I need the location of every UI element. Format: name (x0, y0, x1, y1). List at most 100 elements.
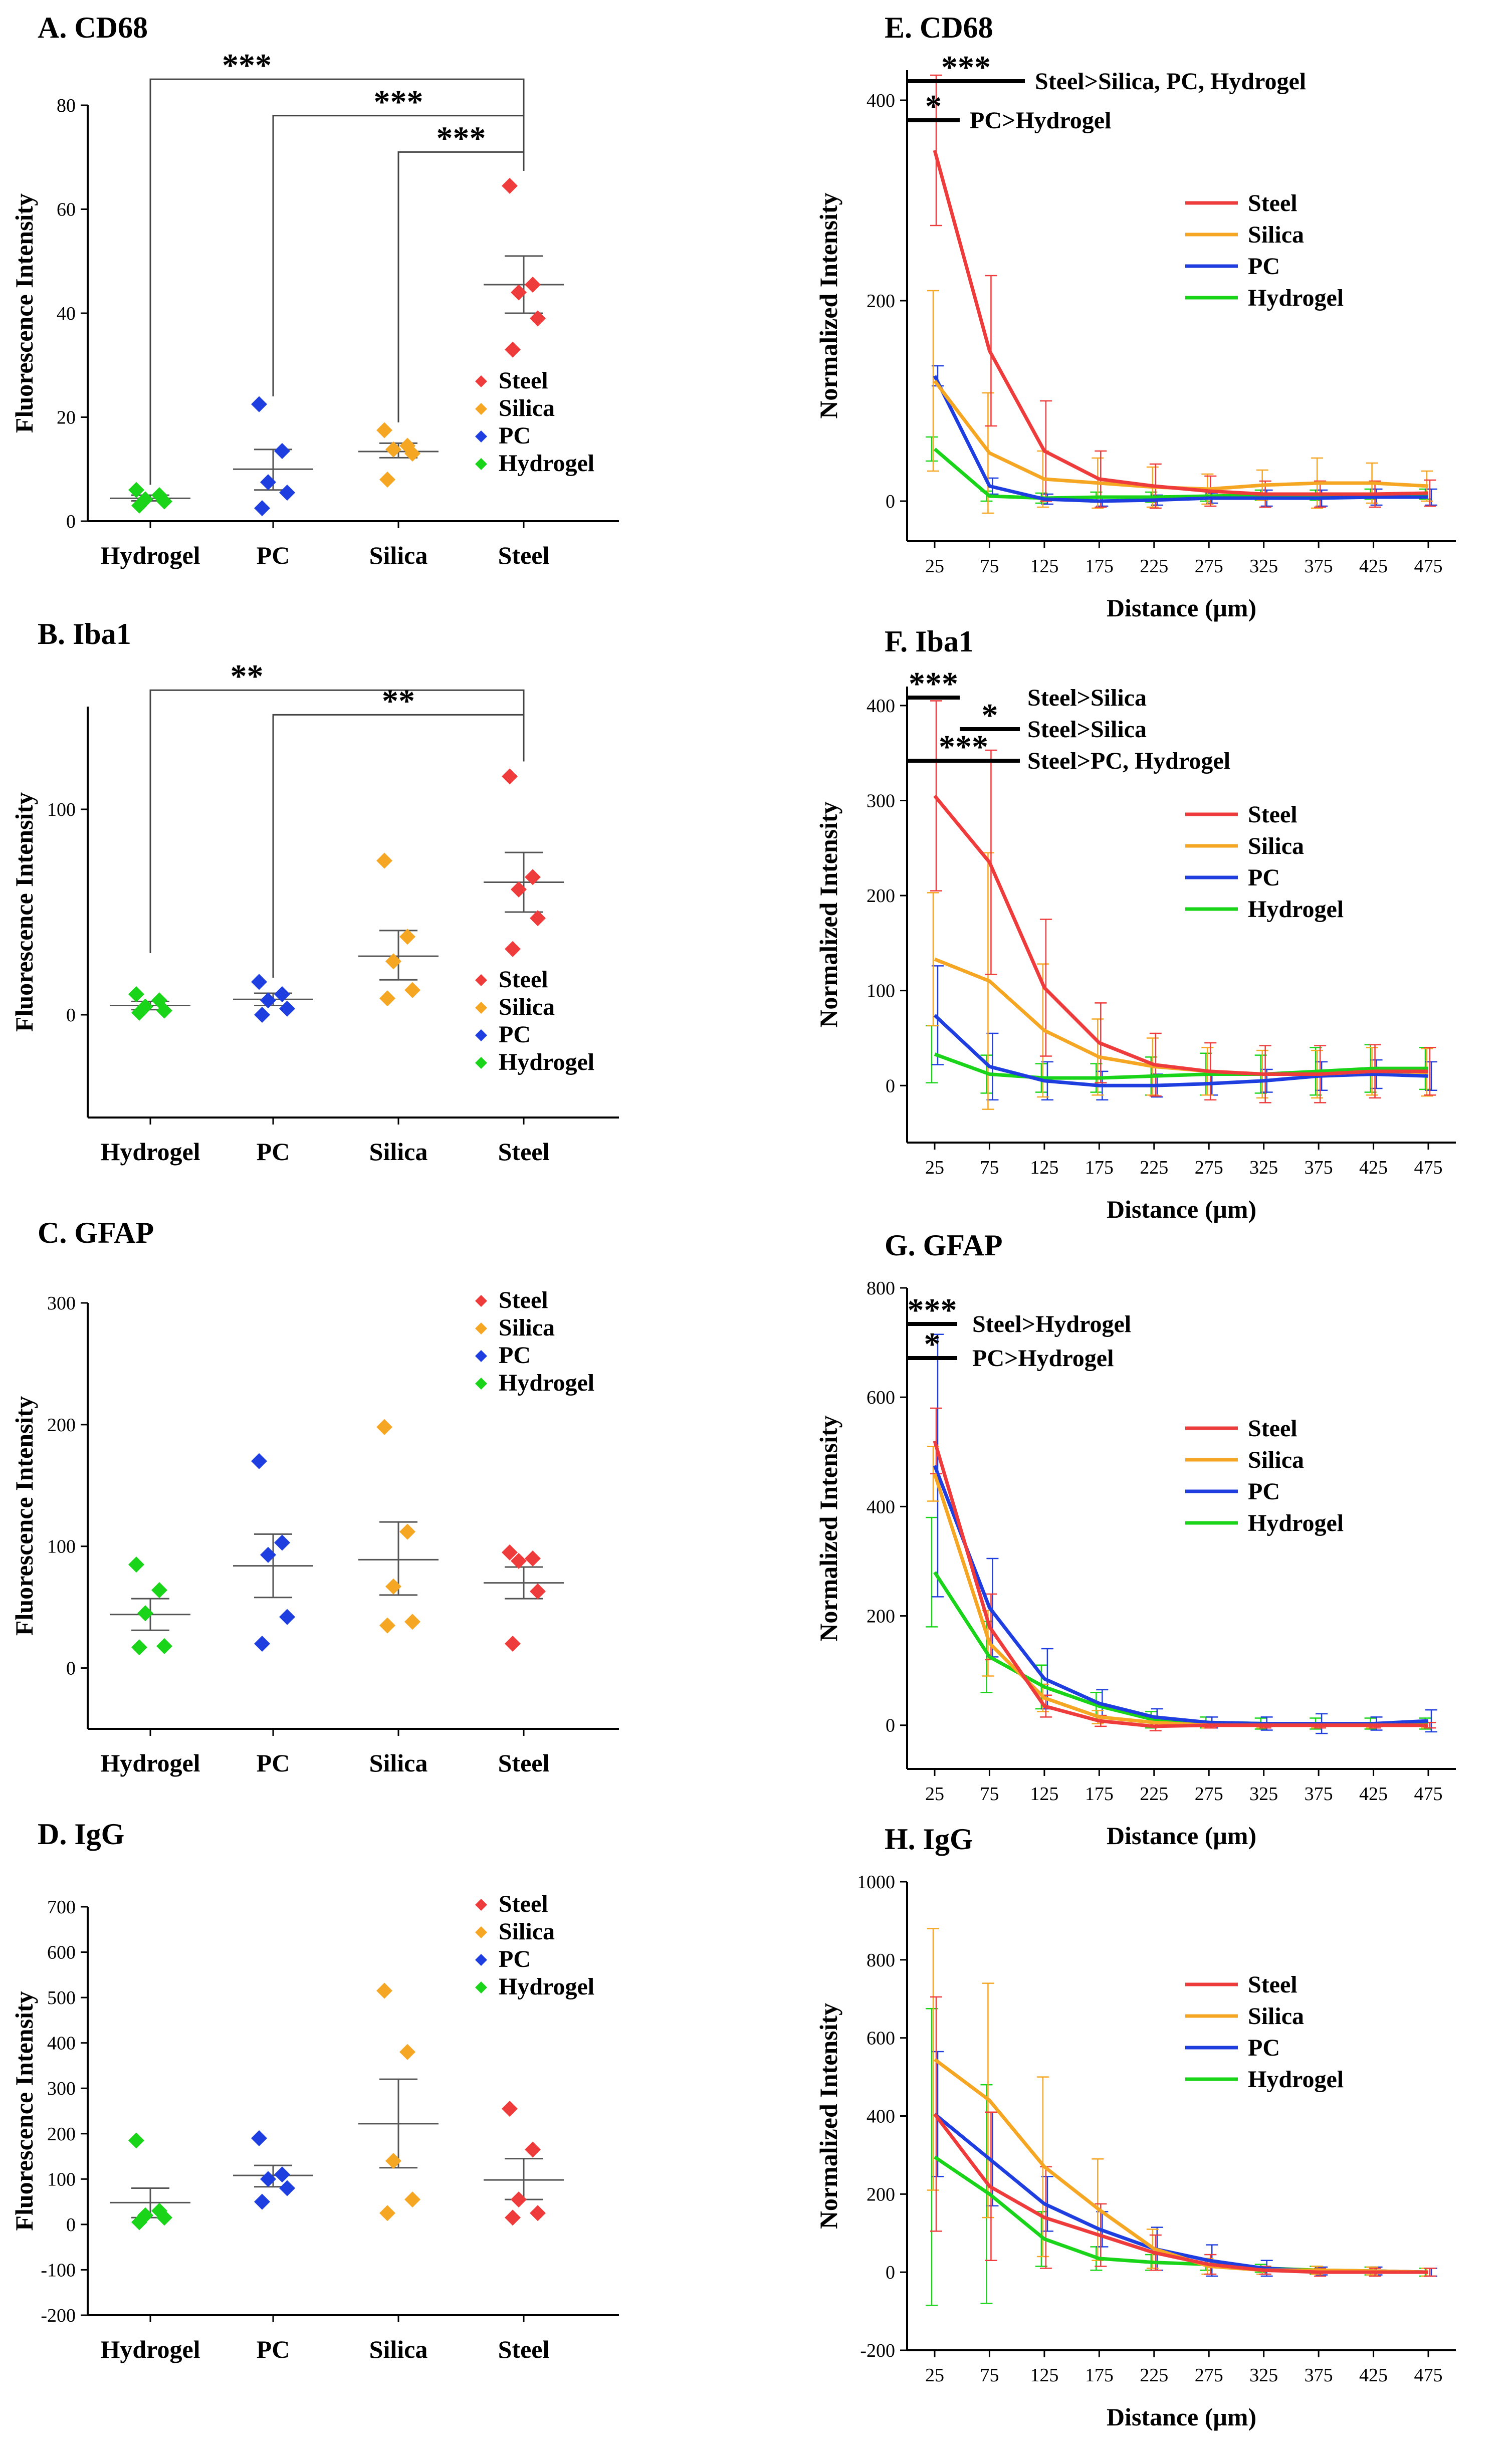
category-label: PC (257, 1138, 290, 1166)
data-point (530, 910, 546, 927)
legend-label: PC (499, 422, 531, 449)
x-tick-label: 475 (1414, 2365, 1443, 2386)
y-tick-label: 80 (57, 95, 76, 116)
legend-label: Steel (1248, 1415, 1298, 1442)
data-point (274, 442, 290, 459)
significance-text: Steel>Silica (1027, 716, 1147, 743)
y-tick-label: 200 (47, 1415, 76, 1436)
significance-stars: *** (374, 84, 423, 120)
series-line-pc (933, 2112, 1429, 2274)
series-line-steel (933, 2113, 1428, 2274)
significance-stars: *** (908, 1292, 957, 1328)
x-axis-label: Distance (μm) (1107, 2403, 1256, 2431)
x-tick-label: 125 (1030, 1784, 1058, 1805)
legend-label: Steel (1248, 190, 1298, 216)
x-tick-label: 175 (1085, 1157, 1114, 1178)
series-line-silica (933, 2058, 1429, 2274)
y-tick-label: 200 (867, 291, 895, 312)
y-tick-label: 200 (867, 2184, 895, 2205)
data-point (530, 2205, 546, 2221)
x-axis-label: Distance (μm) (1107, 1822, 1256, 1850)
series-line-silica (933, 1473, 1428, 1727)
y-axis-label: Normalized Intensity (814, 2003, 842, 2229)
data-point (385, 2153, 401, 2169)
data-point (279, 1000, 295, 1017)
x-tick-label: 175 (1085, 2365, 1114, 2386)
significance-text: Steel>Hydrogel (972, 1311, 1131, 1338)
x-tick-label: 375 (1305, 2365, 1333, 2386)
data-point (404, 1614, 420, 1630)
y-tick-label: 0 (886, 1075, 895, 1096)
data-point (404, 982, 420, 998)
legend-marker (475, 1926, 487, 1938)
x-tick-label: 25 (925, 1784, 944, 1805)
series-line-steel (933, 150, 1429, 496)
data-point (131, 1639, 147, 1656)
x-tick-label: 225 (1140, 2365, 1168, 2386)
legend-marker (475, 974, 487, 986)
data-point (502, 768, 518, 785)
data-point (525, 1550, 541, 1567)
legend-label: Steel (499, 966, 548, 993)
category-label: Silica (369, 541, 428, 569)
x-tick-label: 75 (980, 2365, 999, 2386)
panel-title: B. Iba1 (38, 617, 131, 650)
data-point (385, 953, 401, 970)
data-point (251, 2130, 267, 2146)
data-point (131, 1004, 147, 1021)
panel-title: F. Iba1 (885, 625, 974, 658)
x-tick-label: 175 (1085, 556, 1114, 577)
significance-text: Steel>Silica, PC, Hydrogel (1035, 68, 1306, 95)
series-line-silica (933, 379, 1429, 491)
x-axis-label: Distance (μm) (1107, 1195, 1256, 1223)
significance-stars: ** (231, 658, 264, 695)
y-axis-label: Normalized Intensity (814, 192, 842, 418)
y-tick-label: 400 (867, 2106, 895, 2127)
y-axis-label: Fluorescence Intensity (10, 792, 38, 1032)
data-point (274, 986, 290, 1002)
data-point (279, 2180, 295, 2196)
legend-marker (475, 1954, 487, 1966)
x-tick-label: 225 (1140, 1157, 1168, 1178)
x-tick-label: 25 (925, 1157, 944, 1178)
data-point (254, 1007, 270, 1023)
panel-title: D. IgG (38, 1818, 124, 1851)
series-line-pc (933, 375, 1428, 503)
legend-marker (475, 1295, 487, 1307)
x-tick-label: 225 (1140, 1784, 1168, 1805)
data-point (279, 484, 295, 501)
series-line-hydrogel (934, 1052, 1428, 1080)
x-tick-label: 275 (1195, 2365, 1223, 2386)
significance-stars: ** (382, 683, 415, 719)
significance-stars: *** (437, 120, 486, 156)
legend-label: Steel (499, 1891, 548, 1917)
legend-marker (475, 458, 487, 470)
x-tick-label: 275 (1195, 556, 1223, 577)
legend-label: PC (1248, 1478, 1280, 1505)
data-point (505, 941, 521, 957)
y-tick-label: 800 (867, 1950, 895, 1971)
x-tick-label: 225 (1140, 556, 1168, 577)
data-point (530, 1583, 546, 1600)
x-tick-label: 275 (1195, 1784, 1223, 1805)
legend-label: PC (499, 1021, 531, 1048)
data-point (502, 2100, 518, 2117)
category-label: PC (257, 1749, 290, 1777)
panel-D: D. IgG -200 -100 0 100 200 300 400 500 600 700 Fluo… (10, 1818, 619, 2363)
legend-label: PC (499, 1342, 531, 1369)
x-tick-label: 175 (1085, 1784, 1114, 1805)
y-tick-label: 200 (47, 2124, 76, 2145)
data-point (376, 1419, 392, 1435)
legend-label: Silica (1248, 833, 1304, 859)
significance-stars: *** (941, 49, 991, 86)
y-tick-label: 600 (47, 1942, 76, 1963)
significance-bracket (397, 151, 525, 422)
x-tick-label: 325 (1249, 1784, 1278, 1805)
panel-H: H. IgG -200 0 200 400 600 800 1000 25 75 125 175 225… (814, 1823, 1456, 2431)
y-axis-label: Fluorescence Intensity (10, 1396, 38, 1636)
x-tick-label: 275 (1195, 1157, 1223, 1178)
legend-marker (475, 1350, 487, 1362)
significance-text: PC>Hydrogel (970, 107, 1111, 134)
y-tick-label: 400 (867, 1496, 895, 1517)
legend-label: Hydrogel (1248, 2066, 1344, 2093)
